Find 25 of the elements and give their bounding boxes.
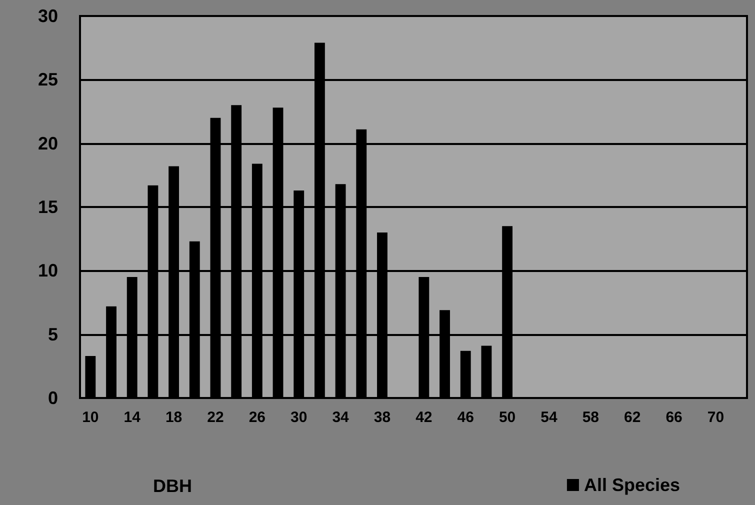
x-tick-label: 46 [457,409,474,426]
x-tick-label: 66 [666,409,682,426]
y-tick-label: 25 [38,70,58,90]
x-tick-label: 30 [290,409,308,426]
x-tick-label: 14 [124,409,142,426]
legend-label: All Species [584,475,680,495]
x-tick-label: 62 [624,409,641,426]
y-tick-label: 20 [38,133,58,154]
x-tick-label: 58 [582,409,600,426]
x-tick-label: 34 [332,409,350,426]
x-tick-label: 22 [207,409,224,426]
y-tick-label: 0 [48,388,58,408]
x-tick-label: 42 [416,409,432,426]
x-tick-label: 70 [707,409,724,426]
x-axis-title: DBH [153,476,192,496]
x-tick-label: 38 [374,409,391,426]
x-tick-label: 26 [248,409,266,426]
x-tick-label: 50 [498,409,516,426]
y-tick-label: 30 [38,6,58,26]
x-tick-label: 54 [540,409,558,426]
x-tick-label: 10 [82,409,99,426]
y-tick-label: 10 [38,260,58,281]
x-tick-label: 18 [165,409,182,426]
y-tick-label: 5 [48,324,58,344]
y-tick-label: 15 [38,197,58,217]
